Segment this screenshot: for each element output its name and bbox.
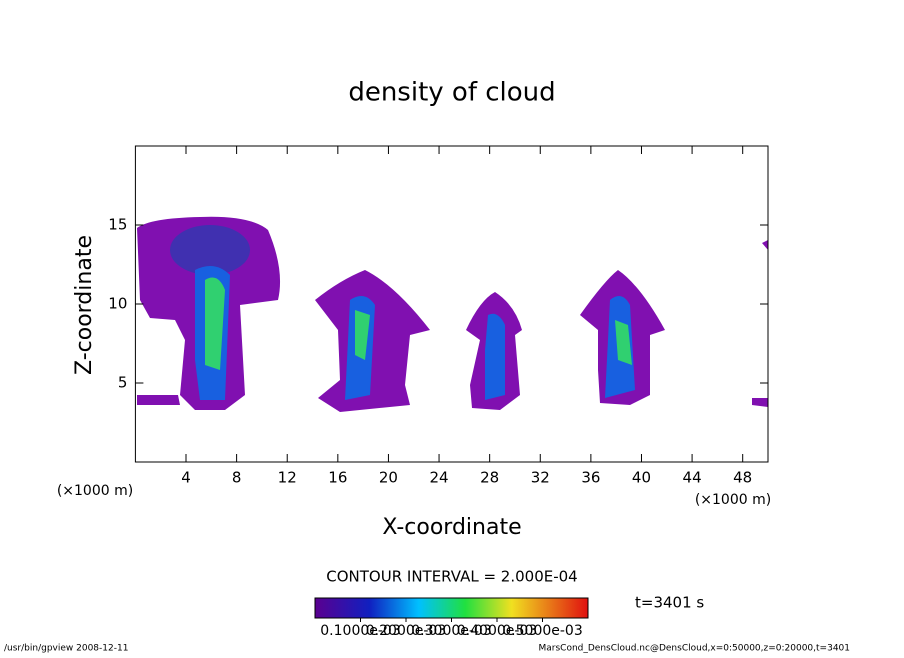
y-tick-label: 10	[108, 295, 127, 313]
colorbar-tick-label: 0.4000e-03	[457, 623, 537, 639]
y-axis-label: Z-coordinate	[72, 235, 97, 375]
colorbar-tick-label: 0.1000e-03	[320, 623, 400, 639]
x-axis-label: X-coordinate	[382, 515, 521, 540]
x-tick-label: 20	[379, 469, 398, 487]
y-tick-label: 5	[118, 374, 128, 392]
contour-interval: CONTOUR INTERVAL = 2.000E-04	[326, 568, 577, 586]
x-tick-label: 8	[232, 469, 242, 487]
time-label: t=3401 s	[635, 594, 704, 612]
colorbar-tick-label: 0.5000e-03	[502, 623, 582, 639]
colorbar-tick-label: 0.2000e-03	[366, 623, 446, 639]
x-tick-label: 32	[531, 469, 550, 487]
x-tick-label: 36	[581, 469, 600, 487]
x-unit-right: (×1000 m)	[695, 492, 771, 508]
y-tick-label: 15	[108, 216, 127, 234]
x-tick-label: 24	[430, 469, 449, 487]
x-tick-label: 16	[328, 469, 347, 487]
x-unit-left: (×1000 m)	[57, 483, 133, 499]
x-tick-label: 4	[181, 469, 191, 487]
x-tick-label: 40	[632, 469, 651, 487]
x-tick-label: 28	[480, 469, 499, 487]
x-tick-label: 48	[733, 469, 752, 487]
footer-right: MarsCond_DensCloud.nc@DensCloud,x=0:5000…	[539, 644, 851, 654]
x-tick-label: 44	[683, 469, 702, 487]
chart-title: density of cloud	[348, 78, 555, 108]
cloud-field	[137, 216, 768, 412]
colorbar	[314, 597, 589, 619]
colorbar-tick-label: 0.3000e-03	[411, 623, 491, 639]
footer-left: /usr/bin/gpview 2008-12-11	[4, 644, 128, 654]
x-tick-label: 12	[278, 469, 297, 487]
